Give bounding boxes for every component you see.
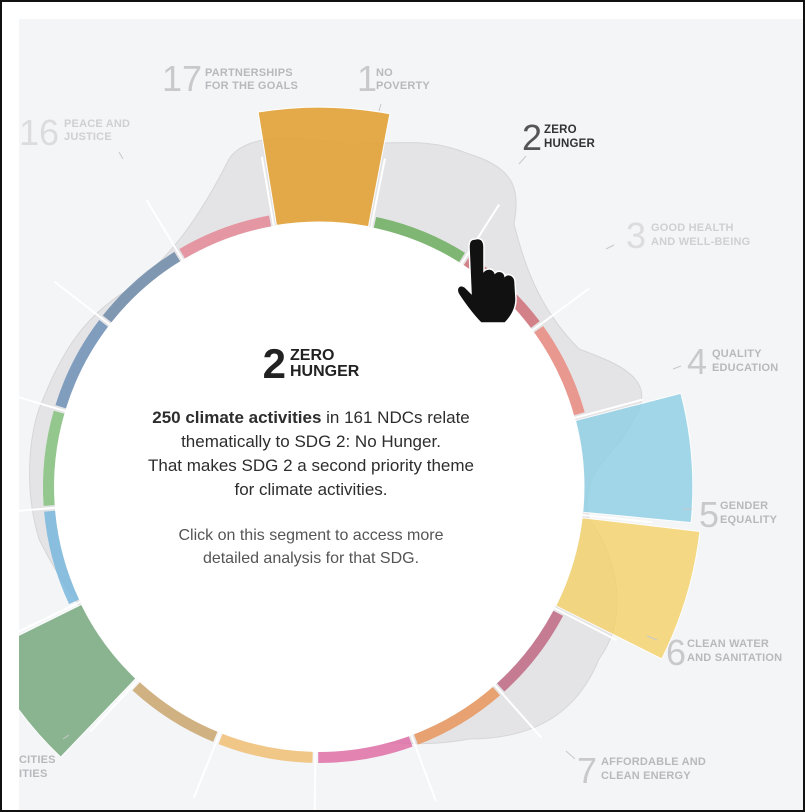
hint-line1: Click on this segment to access more (178, 527, 444, 544)
segment-divider-16 (19, 396, 66, 413)
sdg-label-17[interactable]: 17 PARTNERSHIPS FOR THE GOALS (162, 58, 298, 99)
sdg-label-4[interactable]: 4 QUALITY EDUCATION (687, 341, 778, 382)
svg-text:POVERTY: POVERTY (376, 80, 430, 92)
sdg-segment-13[interactable] (19, 603, 137, 758)
sdg-label-7[interactable]: 7 AFFORDABLE AND CLEAN ENERGY (577, 750, 706, 791)
sdg-segment-7[interactable] (555, 517, 701, 660)
segment-divider-7 (582, 513, 653, 524)
svg-text:HUNGER: HUNGER (544, 138, 596, 150)
svg-text:EDUCATION: EDUCATION (712, 362, 778, 374)
sdg-segment-2[interactable] (257, 106, 391, 228)
sdg-detail-panel: 2 ZERO HUNGER 250 climate activities in … (111, 340, 511, 570)
svg-text:6: 6 (666, 632, 686, 673)
svg-text:4: 4 (687, 341, 707, 382)
sdg-segment-6[interactable] (574, 392, 694, 524)
svg-text:CLEAN WATER: CLEAN WATER (687, 638, 769, 650)
svg-text:AND SANITATION: AND SANITATION (687, 652, 782, 664)
svg-text:JUSTICE: JUSTICE (64, 131, 112, 143)
pointing-hand-cursor-icon (456, 237, 517, 324)
svg-text:PEACE AND: PEACE AND (64, 118, 130, 130)
sdg-radial-chart-area: 17 PARTNERSHIPS FOR THE GOALS 1 NO POVER… (19, 19, 803, 810)
svg-text:17: 17 (162, 58, 202, 99)
segment-divider-1 (145, 199, 184, 261)
segment-divider-4 (460, 204, 500, 265)
svg-text:GENDER: GENDER (720, 500, 768, 512)
description-line3: That makes SDG 2 a second priority theme (148, 456, 474, 475)
segment-divider-13 (89, 679, 139, 733)
sdg-ring-arc-10[interactable] (318, 736, 413, 763)
sdg-ring-arc-3[interactable] (373, 216, 465, 263)
selected-sdg-name-line1: ZERO (290, 347, 335, 364)
sdg-ring-arc-5[interactable] (534, 325, 585, 416)
sdg-ring-arc-17[interactable] (102, 251, 181, 323)
label-leader-lines (62, 103, 692, 760)
segment-divider-3 (370, 158, 386, 228)
radial-inner-disc (54, 222, 584, 752)
sdg-label-3[interactable]: 3 GOOD HEALTH AND WELL-BEING (626, 215, 750, 256)
sdg-ring-arc-14[interactable] (44, 510, 80, 605)
svg-text:ZERO: ZERO (544, 124, 577, 136)
description-line1-rest: in 161 NDCs relate (321, 408, 470, 427)
svg-text:AFFORDABLE AND: AFFORDABLE AND (601, 756, 706, 768)
description-line2: thematically to SDG 2: No Hunger. (181, 432, 441, 451)
svg-text:NO: NO (376, 67, 393, 79)
segment-divider-5 (531, 287, 590, 331)
segment-divider-11 (313, 751, 317, 810)
svg-text:ITIES: ITIES (19, 768, 48, 780)
sdg-label-1[interactable]: 1 NO POVERTY (357, 58, 430, 99)
svg-text:QUALITY: QUALITY (712, 348, 762, 360)
sdg-label-6[interactable]: 6 CLEAN WATER AND SANITATION (666, 632, 782, 673)
sdg-ring-arc-8[interactable] (496, 610, 564, 692)
svg-text:CITIES: CITIES (19, 754, 56, 766)
svg-text:GOOD HEALTH: GOOD HEALTH (651, 222, 734, 234)
selected-sdg-title: 2 ZERO HUNGER (111, 340, 511, 387)
sdg-ring-arc-11[interactable] (218, 733, 313, 763)
sdg-label-16[interactable]: 16 PEACE AND JUSTICE (19, 112, 130, 153)
sdg-label-11[interactable]: CITIES ITIES (19, 754, 56, 780)
svg-text:FOR THE GOALS: FOR THE GOALS (205, 80, 298, 92)
selected-sdg-name-line2: HUNGER (290, 363, 360, 380)
selected-sdg-name: ZERO HUNGER (290, 348, 359, 380)
segment-click-hint: Click on this segment to access more det… (111, 524, 511, 570)
sdg-ring-arc-15[interactable] (43, 410, 65, 506)
segment-divider-12 (192, 732, 221, 799)
segment-divider-17 (53, 280, 111, 326)
segment-divider-14 (19, 601, 81, 633)
svg-text:AND WELL-BEING: AND WELL-BEING (651, 236, 750, 248)
sdg-label-5[interactable]: 5 GENDER EQUALITY (699, 494, 778, 535)
svg-text:1: 1 (357, 58, 377, 99)
svg-text:CLEAN ENERGY: CLEAN ENERGY (601, 770, 691, 782)
selected-sdg-description: 250 climate activities in 161 NDCs relat… (111, 406, 511, 502)
svg-text:7: 7 (577, 750, 597, 791)
segment-divider-15 (19, 506, 55, 512)
svg-text:3: 3 (626, 215, 646, 256)
activity-count: 250 climate activities (152, 408, 322, 427)
sdg-label-2[interactable]: 2 ZERO HUNGER (522, 117, 596, 158)
segment-divider-9 (494, 684, 543, 739)
svg-text:5: 5 (699, 494, 719, 535)
segment-divider-8 (554, 607, 618, 642)
sdg-ring-arc-12[interactable] (132, 682, 218, 742)
segment-divider-2 (260, 156, 275, 227)
sdg-ring-arc-1[interactable] (179, 215, 272, 259)
segment-divider-10 (410, 735, 437, 802)
svg-text:PARTNERSHIPS: PARTNERSHIPS (205, 67, 293, 79)
hint-line2: detailed analysis for that SDG. (202, 550, 420, 567)
svg-text:EQUALITY: EQUALITY (720, 514, 778, 526)
svg-text:2: 2 (522, 117, 542, 158)
sdg-ring-arc-9[interactable] (414, 687, 501, 745)
sdg-ring-arc-16[interactable] (55, 320, 108, 409)
segment-divider-6 (574, 398, 643, 419)
sdg-radial-chart: 17 PARTNERSHIPS FOR THE GOALS 1 NO POVER… (19, 58, 782, 810)
description-line4: for climate activities. (234, 480, 388, 499)
svg-text:16: 16 (19, 112, 59, 153)
selected-sdg-number: 2 (262, 340, 286, 387)
